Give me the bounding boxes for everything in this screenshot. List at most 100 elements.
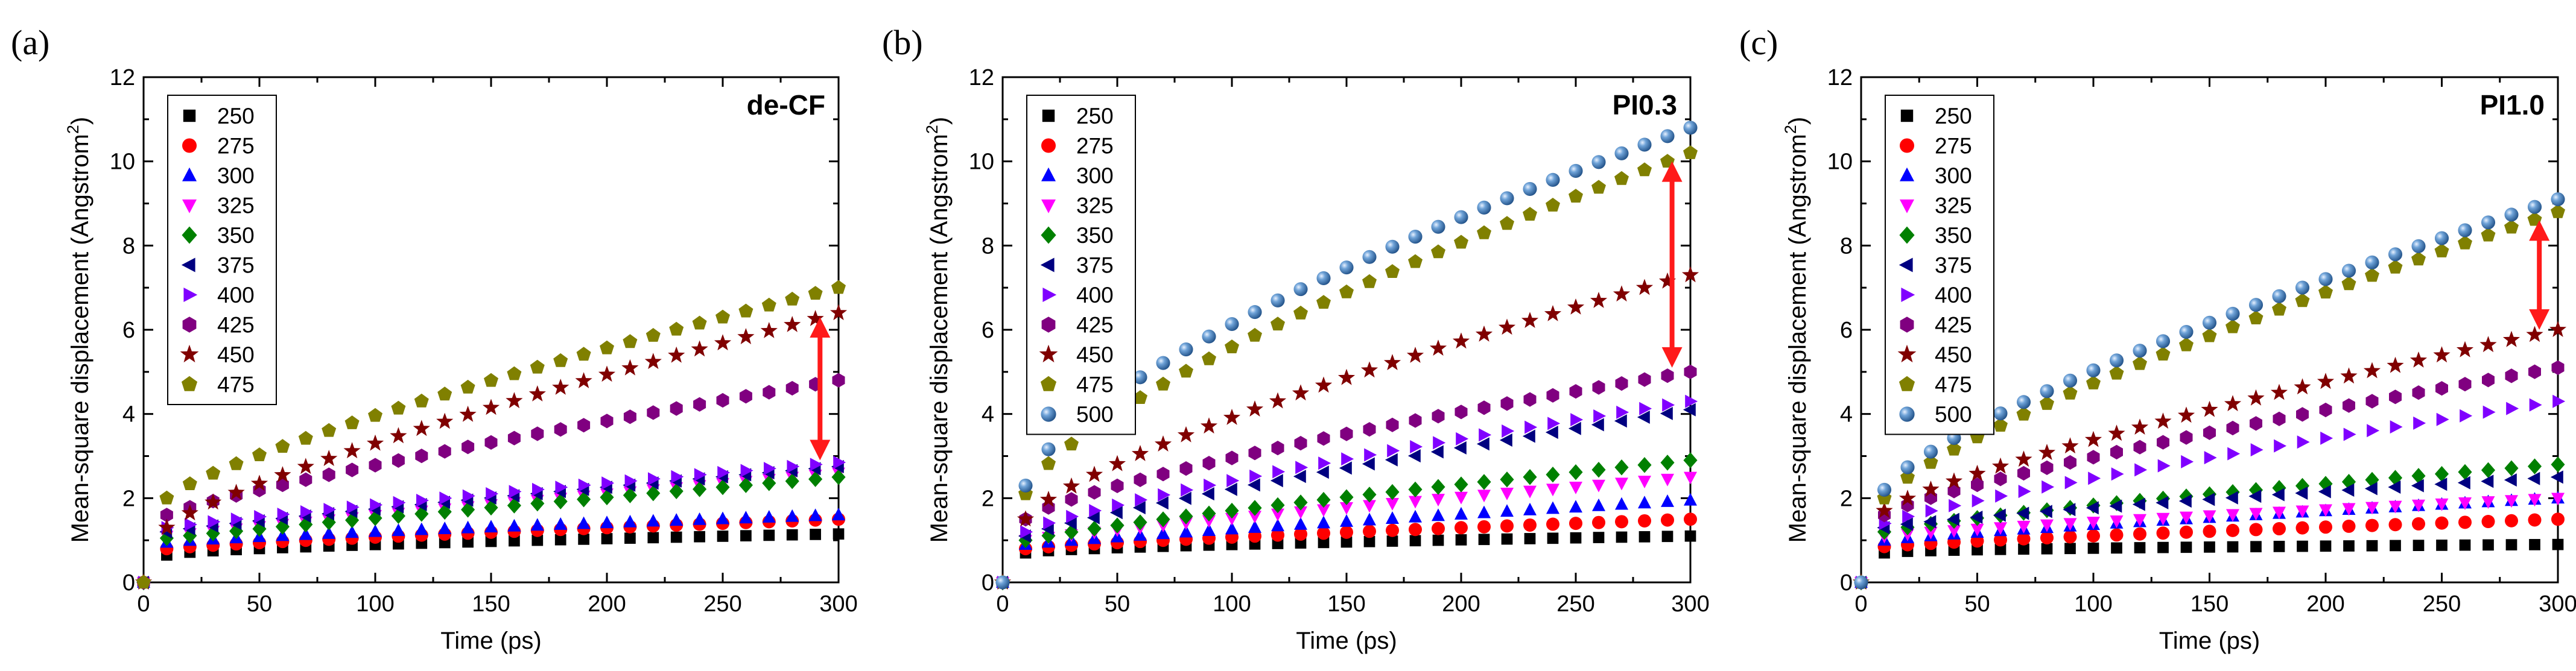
legend-marker (183, 109, 196, 122)
data-point (1945, 472, 1963, 489)
data-point (1477, 490, 1491, 503)
data-point (484, 435, 498, 450)
series-500 (995, 121, 1698, 590)
data-point (1385, 484, 1400, 500)
data-point (1432, 534, 1444, 546)
data-point (2132, 497, 2145, 511)
data-point (1681, 266, 1699, 283)
data-point (1087, 520, 1102, 537)
data-point (2504, 473, 2517, 487)
data-point (1294, 436, 1307, 451)
data-point (2108, 424, 2125, 441)
data-point (1293, 306, 1308, 320)
y-tick-label: 2 (122, 486, 135, 511)
data-point (1317, 515, 1330, 529)
data-point (300, 505, 313, 519)
data-point (1340, 502, 1353, 515)
data-point (2505, 539, 2517, 550)
data-point (787, 459, 800, 473)
data-point (1156, 526, 1170, 540)
data-point (2529, 398, 2542, 412)
data-point (1249, 469, 1263, 483)
data-point (1546, 467, 1560, 483)
series-400 (997, 394, 1698, 589)
data-point (2505, 514, 2518, 528)
data-point (1363, 512, 1376, 526)
data-point (1523, 485, 1537, 499)
data-point (1993, 406, 2008, 421)
data-point (2110, 515, 2124, 528)
data-point (2363, 362, 2381, 379)
data-point (601, 476, 615, 490)
legend-marker (182, 138, 197, 153)
data-point (2458, 497, 2472, 510)
data-point (345, 525, 359, 538)
data-point (275, 439, 290, 453)
y-tick-label: 8 (982, 233, 994, 259)
series-475 (136, 280, 846, 589)
y-tick-label: 12 (969, 65, 994, 90)
data-point (414, 393, 429, 408)
data-point (1386, 535, 1398, 547)
data-point (1500, 396, 1514, 411)
legend-marker (1899, 226, 1915, 244)
data-point (1364, 448, 1377, 462)
data-point (670, 401, 683, 416)
data-point (2388, 247, 2403, 262)
x-tick-label: 0 (137, 591, 150, 617)
y-tick-label: 10 (969, 150, 994, 175)
data-point (1592, 515, 1605, 529)
data-point (2134, 463, 2148, 477)
data-point (2364, 482, 2378, 496)
data-point (181, 504, 198, 521)
panel-3: (c) 0 50 100 150 200 250 300 0 2 4 6 8 10 12 Time (ps) M… (1739, 23, 2576, 654)
data-point (691, 340, 708, 357)
data-point (1546, 517, 1559, 531)
data-point (2250, 541, 2262, 553)
data-point (1614, 459, 1629, 476)
data-point (2481, 474, 2494, 488)
data-point (2529, 539, 2540, 550)
panel-label: PI0.3 (1613, 89, 1677, 121)
legend-label: 325 (217, 194, 255, 218)
data-point (438, 521, 452, 535)
data-point (2482, 373, 2495, 388)
legend-label: 250 (1076, 104, 1114, 128)
data-point (1179, 364, 1193, 378)
data-point (297, 458, 314, 474)
legend-label: 275 (217, 134, 255, 159)
panel-label: de-CF (747, 89, 825, 121)
data-point (2341, 276, 2356, 291)
series-250 (1855, 538, 2564, 588)
data-point (1432, 521, 1445, 535)
data-point (2388, 518, 2402, 532)
data-point (623, 334, 638, 348)
data-point (2063, 373, 2078, 388)
data-point (343, 442, 361, 459)
data-point (1854, 575, 1868, 590)
legend-label: 425 (1076, 313, 1114, 338)
data-point (1108, 455, 1126, 471)
data-point (1613, 285, 1631, 302)
data-point (2527, 200, 2542, 214)
data-point (1523, 518, 1537, 532)
data-point (1271, 508, 1284, 521)
data-point (1225, 521, 1239, 535)
data-point (1135, 493, 1148, 507)
data-point (1064, 524, 1079, 540)
data-point (1064, 516, 1077, 530)
data-point (1316, 465, 1329, 479)
data-point (2017, 520, 2031, 534)
legend-label: 450 (1935, 342, 1972, 367)
x-tick-label: 0 (996, 591, 1009, 617)
data-point (2552, 394, 2566, 408)
data-point (2109, 353, 2124, 368)
x-tick-label: 50 (1105, 591, 1130, 617)
data-point (2177, 406, 2195, 423)
data-point (1269, 392, 1287, 409)
data-point (1547, 532, 1559, 544)
data-point (1154, 435, 1172, 452)
data-point (1615, 497, 1628, 510)
data-point (553, 353, 568, 367)
